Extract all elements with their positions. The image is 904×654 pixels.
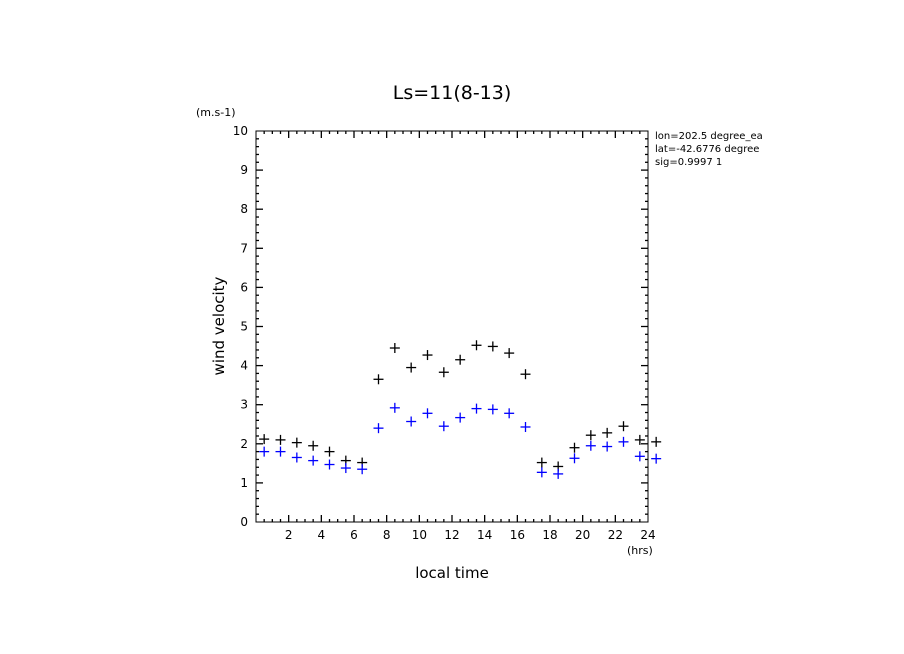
x-tick-label: 20: [575, 528, 590, 542]
x-tick-label: 8: [383, 528, 391, 542]
x-tick-label: 24: [640, 528, 655, 542]
y-tick-label: 10: [233, 124, 248, 138]
data-point-s2-20: [585, 440, 596, 451]
data-point-s1-22: [618, 421, 629, 432]
data-point-s2-0: [259, 446, 270, 457]
data-point-s1-24: [651, 436, 662, 447]
data-point-s1-12: [455, 354, 466, 365]
annotation-sig: sig=0.9997 1: [655, 157, 722, 168]
data-point-s1-2: [291, 437, 302, 448]
data-point-s2-16: [520, 421, 531, 432]
data-point-s2-22: [618, 436, 629, 447]
x-tick-label: 18: [542, 528, 557, 542]
data-point-s2-3: [308, 455, 319, 466]
data-point-s1-23: [634, 434, 645, 445]
data-point-s1-3: [308, 440, 319, 451]
data-point-s1-1: [275, 434, 286, 445]
y-axis-label: wind velocity: [210, 276, 228, 375]
data-point-s1-20: [585, 430, 596, 441]
y-tick-label: 8: [240, 202, 248, 216]
y-tick-label: 0: [240, 515, 248, 529]
y-tick-label: 4: [240, 359, 248, 373]
data-point-s2-13: [471, 403, 482, 414]
data-point-s1-9: [406, 362, 417, 373]
data-point-s2-18: [553, 468, 564, 479]
x-tick-label: 12: [444, 528, 459, 542]
y-axis-unit: (m.s-1): [196, 106, 236, 119]
data-point-s1-15: [504, 348, 515, 359]
data-point-s2-9: [406, 416, 417, 427]
data-point-s2-8: [389, 402, 400, 413]
data-point-s1-21: [602, 427, 613, 438]
data-point-s1-14: [487, 341, 498, 352]
data-point-s2-17: [536, 467, 547, 478]
data-point-s1-17: [536, 457, 547, 468]
y-tick-label: 3: [240, 398, 248, 412]
data-point-s2-24: [651, 453, 662, 464]
data-point-s1-8: [389, 343, 400, 354]
y-tick-label: 9: [240, 163, 248, 177]
data-point-s2-4: [324, 459, 335, 470]
data-point-s1-10: [422, 350, 433, 361]
data-point-s1-11: [438, 367, 449, 378]
data-point-s2-10: [422, 408, 433, 419]
data-point-s1-7: [373, 374, 384, 385]
data-point-s1-16: [520, 369, 531, 380]
y-tick-label: 6: [240, 280, 248, 294]
annotation-lon: lon=202.5 degree_ea: [655, 131, 763, 142]
data-point-s2-7: [373, 423, 384, 434]
x-tick-label: 10: [412, 528, 427, 542]
x-tick-label: 22: [608, 528, 623, 542]
x-tick-label: 14: [477, 528, 492, 542]
data-point-s2-5: [340, 463, 351, 474]
data-point-s1-13: [471, 340, 482, 351]
data-point-s2-6: [357, 464, 368, 475]
x-axis-unit: (hrs): [627, 544, 653, 557]
x-tick-label: 2: [285, 528, 293, 542]
data-point-s2-11: [438, 421, 449, 432]
data-point-s2-1: [275, 446, 286, 457]
x-tick-label: 6: [350, 528, 358, 542]
y-tick-label: 1: [240, 476, 248, 490]
data-point-s2-15: [504, 408, 515, 419]
x-tick-label: 4: [318, 528, 326, 542]
data-point-s1-4: [324, 446, 335, 457]
plot-frame: [255, 130, 649, 523]
chart-title: Ls=11(8-13): [393, 82, 512, 104]
x-axis-label: local time: [415, 564, 489, 582]
data-point-s2-19: [569, 453, 580, 464]
data-point-s2-12: [455, 412, 466, 423]
y-tick-label: 2: [240, 437, 248, 451]
data-point-s1-0: [259, 434, 270, 445]
data-point-s2-14: [487, 404, 498, 415]
y-tick-label: 5: [240, 320, 248, 334]
y-tick-label: 7: [240, 241, 248, 255]
data-point-s2-2: [291, 452, 302, 463]
annotation-lat: lat=-42.6776 degree: [655, 144, 759, 155]
x-tick-label: 16: [510, 528, 525, 542]
data-point-s2-21: [602, 441, 613, 452]
data-point-s1-19: [569, 442, 580, 453]
data-point-s2-23: [634, 451, 645, 462]
data-points: [259, 340, 662, 479]
